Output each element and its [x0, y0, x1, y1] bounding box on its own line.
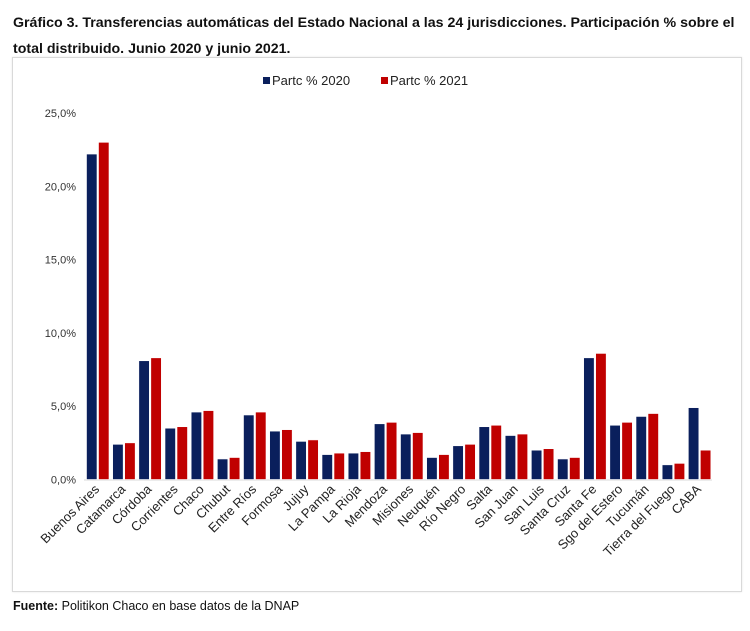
y-axis: 0,0% 5,0% 10,0% 15,0% 20,0% 25,0% — [45, 108, 712, 487]
bar-2020 — [138, 360, 150, 480]
y-tick-label: 0,0% — [51, 475, 76, 487]
bar-2020 — [295, 441, 307, 480]
bar-2021 — [673, 463, 685, 480]
bar-2021 — [307, 439, 319, 480]
bar-2021 — [438, 454, 450, 480]
legend-swatch — [381, 77, 388, 84]
bar-2020 — [400, 433, 412, 480]
bars — [86, 142, 712, 480]
bar-2021 — [229, 457, 241, 480]
bar-2020 — [609, 424, 621, 480]
bar-2021 — [647, 413, 659, 480]
bar-2020 — [86, 153, 98, 480]
bar-2021 — [464, 444, 476, 480]
bar-2020 — [164, 427, 176, 480]
y-tick-label: 10,0% — [45, 328, 76, 340]
source-note: Fuente: Politikon Chaco en base datos de… — [13, 599, 299, 613]
bar-2020 — [347, 452, 359, 480]
bar-2021 — [516, 433, 528, 480]
bar-2020 — [426, 457, 438, 480]
bar-2021 — [150, 357, 162, 480]
y-tick-label: 15,0% — [45, 255, 76, 267]
legend: Partc % 2020 Partc % 2021 — [263, 73, 468, 88]
x-tick-label: CABA — [668, 481, 704, 517]
bar-2020 — [504, 435, 516, 480]
legend-label: Partc % 2021 — [390, 73, 468, 88]
bar-2021 — [621, 422, 633, 480]
bar-2021 — [98, 142, 110, 480]
bar-2020 — [190, 411, 202, 480]
bar-2020 — [661, 464, 673, 480]
y-tick-label: 20,0% — [45, 181, 76, 193]
bar-2021 — [595, 353, 607, 480]
bar-2021 — [202, 410, 214, 480]
bar-2021 — [359, 451, 371, 480]
bar-2021 — [124, 442, 136, 480]
bar-2021 — [490, 424, 502, 480]
bar-2020 — [374, 423, 386, 480]
bar-2021 — [543, 448, 555, 480]
bar-2020 — [531, 449, 543, 480]
bar-2021 — [412, 432, 424, 480]
x-axis: Buenos AiresCatamarcaCórdobaCorrientesCh… — [37, 481, 704, 559]
bar-2020 — [112, 444, 124, 480]
bar-2021 — [569, 457, 581, 480]
bar-2020 — [557, 458, 569, 480]
y-tick-label: 25,0% — [45, 108, 76, 120]
bar-2021 — [176, 426, 188, 480]
bar-2020 — [688, 407, 700, 480]
bar-2020 — [452, 445, 464, 480]
legend-label: Partc % 2020 — [272, 73, 350, 88]
chart-title: Gráfico 3. Transferencias automáticas de… — [13, 15, 735, 57]
bar-2021 — [281, 429, 293, 480]
y-tick-label: 5,0% — [51, 401, 76, 413]
bar-2021 — [386, 422, 398, 480]
chart-frame — [12, 57, 742, 592]
source-label: Fuente: — [13, 599, 59, 613]
bar-2021 — [255, 411, 267, 480]
bar-2021 — [333, 452, 345, 480]
bar-2020 — [635, 416, 647, 480]
bar-2020 — [583, 357, 595, 480]
bar-2020 — [321, 454, 333, 480]
bar-2021 — [700, 449, 712, 480]
bar-2020 — [269, 430, 281, 480]
legend-swatch — [263, 77, 270, 84]
bar-2020 — [243, 414, 255, 480]
bar-2020 — [478, 426, 490, 480]
source-text: Politikon Chaco en base datos de la DNAP — [58, 599, 300, 613]
bar-2020 — [217, 458, 229, 480]
